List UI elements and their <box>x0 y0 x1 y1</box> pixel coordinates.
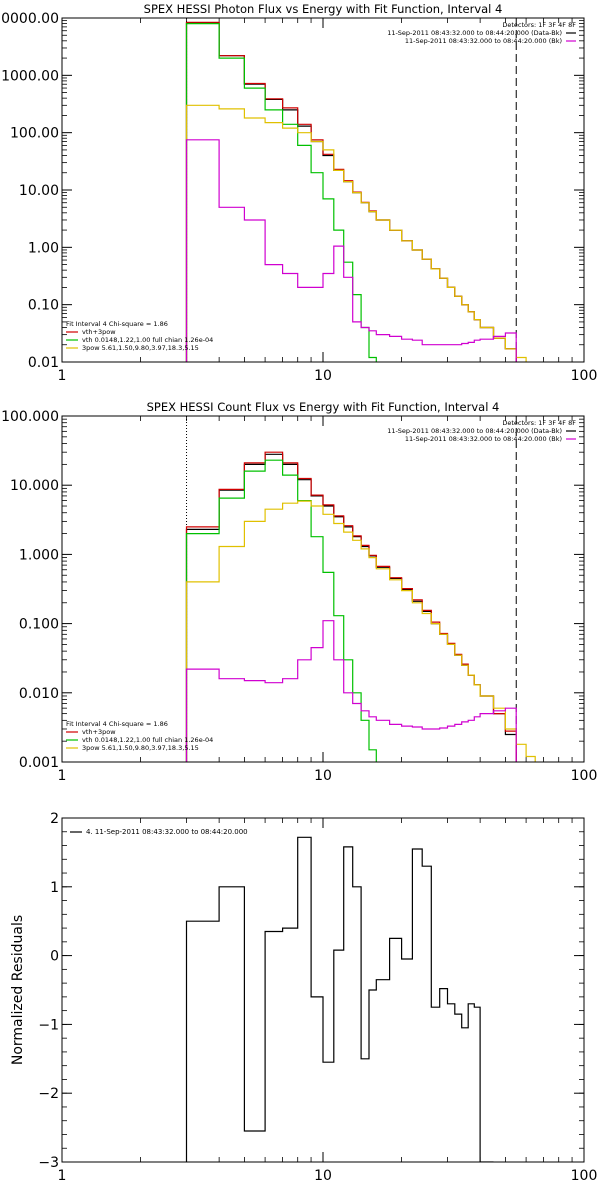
chart-title: SPEX HESSI Count Flux vs Energy with Fit… <box>147 400 500 414</box>
y-tick-label: −3 <box>38 1155 59 1171</box>
legend-label: 11-Sep-2011 08:43:32.000 to 08:44:20.000… <box>387 29 562 37</box>
legend-label: vth+3pow <box>82 328 116 336</box>
y-tick-label: 1 <box>50 880 59 896</box>
x-tick-label: 1 <box>58 1168 67 1184</box>
y-tick-label: −1 <box>38 1017 59 1033</box>
y-tick-label: 0 <box>50 949 59 965</box>
y-tick-label: 100.00 <box>10 126 59 142</box>
y-tick-label: 0.010 <box>19 686 59 702</box>
x-tick-label: 1 <box>58 368 67 384</box>
legend-label: 4. 11-Sep-2011 08:43:32.000 to 08:44:20.… <box>86 828 248 836</box>
x-tick-label: 100 <box>571 1168 598 1184</box>
y-tick-label: 1000.00 <box>1 68 59 84</box>
x-tick-label: 100 <box>571 768 598 784</box>
legend-label: vth+3pow <box>82 728 116 736</box>
y-tick-label: 1.00 <box>28 240 59 256</box>
x-tick-label: 10 <box>314 368 332 384</box>
plot-frame <box>61 17 585 363</box>
x-tick-label: 10 <box>314 1168 332 1184</box>
y-tick-label: 0.01 <box>28 355 59 371</box>
residuals-panel: 1 10 100 −3 −2 −1 0 1 2 Normalized Residuals 4. 11… <box>10 811 597 1184</box>
series-4-step-line <box>185 620 517 762</box>
plot-frame <box>61 817 585 1163</box>
y-tick-label: 100.000 <box>1 409 59 425</box>
series-3-step-line <box>185 104 527 362</box>
legend-label: 11-Sep-2011 08:43:32.000 to 08:44:20.000… <box>405 37 562 45</box>
y-tick-label: 1.000 <box>19 547 59 563</box>
legend-header: Fit Interval 4 Chi-square = 1.86 <box>66 320 168 328</box>
x-tick-label: 10 <box>314 768 332 784</box>
series-2-step-line <box>185 23 377 362</box>
series-group <box>185 836 494 1162</box>
legend-header: Detectors: 1F 3F 4F 8F <box>502 419 576 427</box>
x-tick-label: 1 <box>58 768 67 784</box>
y-tick-label: 10.00 <box>19 183 59 199</box>
y-tick-label: 0.100 <box>19 617 59 633</box>
y-tick-label: 10000.00 <box>0 11 59 27</box>
series-3-step-line <box>185 500 536 762</box>
legend-header: Detectors: 1F 3F 4F 8F <box>502 21 576 29</box>
y-tick-label: −2 <box>38 1086 59 1102</box>
series-group <box>185 451 536 762</box>
series-0-step-line <box>185 836 494 1162</box>
legend-label: 3pow 5.61,1.50,9.80,3.97,18.3,5.15 <box>82 344 199 352</box>
legend-label: vth 0.0148,1.22,1.00 full chian 1.26e-04 <box>82 336 213 344</box>
chart-title: SPEX HESSI Photon Flux vs Energy with Fi… <box>144 2 503 16</box>
y-tick-label: 2 <box>50 811 59 827</box>
legend-label: 11-Sep-2011 08:43:32.000 to 08:44:20.000… <box>387 427 562 435</box>
legend-label: 3pow 5.61,1.50,9.80,3.97,18.3,5.15 <box>82 744 199 752</box>
series-group <box>185 21 527 362</box>
count-flux-panel: SPEX HESSI Count Flux vs Energy with Fit… <box>1 400 597 784</box>
legend-label: vth 0.0148,1.22,1.00 full chian 1.26e-04 <box>82 736 213 744</box>
y-axis-label: Normalized Residuals <box>10 915 26 1065</box>
series-4-step-line <box>185 139 517 362</box>
y-tick-label: 10.000 <box>10 478 59 494</box>
plot-frame <box>61 415 585 763</box>
y-tick-label: 0.10 <box>28 298 59 314</box>
photon-flux-panel: SPEX HESSI Photon Flux vs Energy with Fi… <box>0 2 597 384</box>
x-tick-label: 100 <box>571 368 598 384</box>
y-tick-label: 0.001 <box>19 755 59 771</box>
legend-header: Fit Interval 4 Chi-square = 1.86 <box>66 720 168 728</box>
legend-label: 11-Sep-2011 08:43:32.000 to 08:44:20.000… <box>405 435 562 443</box>
